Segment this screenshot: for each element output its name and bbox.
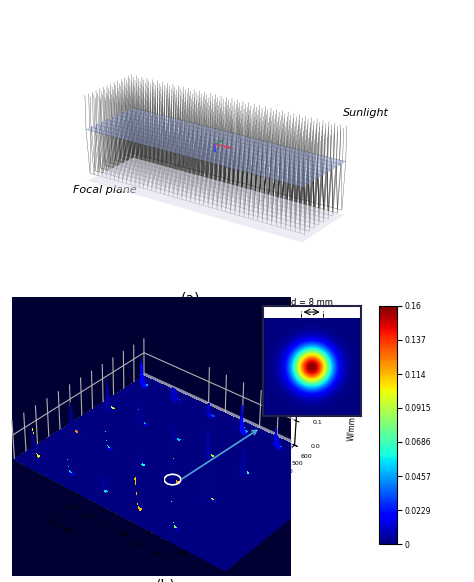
- Text: (a): (a): [181, 292, 200, 306]
- Y-axis label: Y, mm: Y, mm: [255, 504, 280, 526]
- Text: (b): (b): [156, 579, 175, 582]
- Text: d = 8 mm: d = 8 mm: [291, 298, 333, 307]
- X-axis label: X, mm: X, mm: [48, 517, 74, 536]
